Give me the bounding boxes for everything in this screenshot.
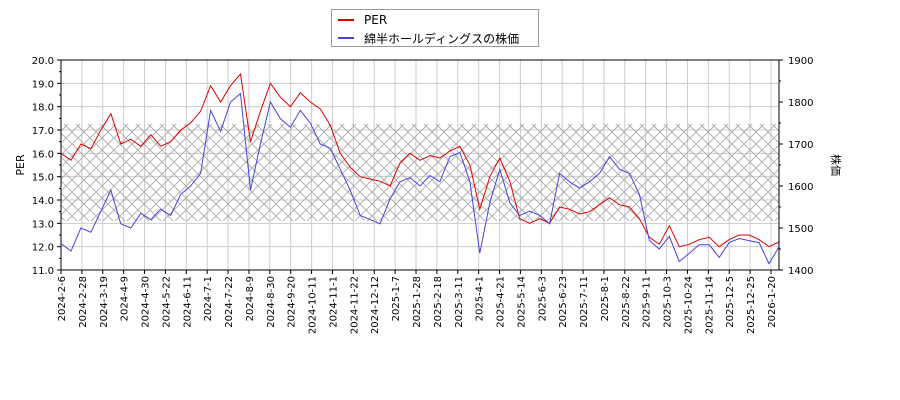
x-tick-label: 2024-8-30 — [266, 276, 277, 328]
y-tick-label-right: 1500 — [788, 224, 813, 235]
x-tick-label: 2025-8-1 — [600, 276, 611, 321]
x-tick-label: 2024-10-11 — [308, 276, 319, 334]
x-tick-label: 2025-9-11 — [642, 276, 653, 328]
y-tick-label-left: 16.0 — [32, 149, 54, 160]
y-axis-left: 11.0 12.0 13.0 14.0 15.0 16.0 17.0 18.0 19.0 20.0 — [32, 56, 61, 277]
legend-label-price: 綿半ホールディングスの株価 — [364, 31, 520, 46]
y-tick-label-left: 12.0 — [32, 243, 54, 254]
x-tick-label: 2025-1-7 — [391, 276, 402, 321]
x-tick-label: 2024-7-22 — [224, 276, 235, 328]
shaded-band — [61, 124, 779, 221]
x-tick-label: 2025-7-11 — [579, 276, 590, 328]
y-tick-label-right: 1600 — [788, 182, 813, 193]
x-tick-label: 2024-4-9 — [120, 276, 131, 321]
x-tick-label: 2024-5-22 — [161, 276, 172, 328]
x-tick-label: 2024-7-1 — [203, 276, 214, 321]
x-tick-label: 2024-8-9 — [245, 276, 256, 321]
x-tick-label: 2024-11-22 — [349, 276, 360, 334]
legend-swatch-price — [338, 37, 354, 39]
y-tick-label-right: 1800 — [788, 98, 813, 109]
x-tick-label: 2025-6-3 — [537, 276, 548, 321]
data-series — [60, 72, 780, 265]
x-tick-label: 2024-2-6 — [57, 276, 68, 321]
y-tick-label-left: 13.0 — [32, 219, 54, 230]
x-tick-label: 2024-2-28 — [78, 276, 89, 328]
x-tick-label: 2024-6-11 — [182, 276, 193, 328]
x-tick-label: 2025-3-11 — [454, 276, 465, 328]
x-axis: 2024-2-6 2024-2-28 2024-3-19 2024-4-9 2024-4… — [57, 270, 778, 334]
y-tick-label-left: 11.0 — [32, 266, 54, 277]
x-tick-label: 2025-12-5 — [725, 276, 736, 328]
x-tick-label: 2025-5-14 — [516, 276, 527, 328]
y-axis-title-right: 株価 — [829, 154, 843, 176]
x-tick-label: 2024-11-1 — [328, 276, 339, 328]
y-tick-label-left: 17.0 — [32, 126, 54, 137]
per-line — [60, 72, 780, 248]
legend-item-per: PER — [338, 12, 387, 28]
legend-item-price: 綿半ホールディングスの株価 — [338, 30, 519, 46]
y-axis-title-left: PER — [14, 154, 27, 176]
y-tick-label-left: 15.0 — [32, 173, 54, 184]
y-tick-label-left: 19.0 — [32, 79, 54, 90]
y-tick-label-right: 1400 — [788, 266, 813, 277]
y-tick-label-left: 20.0 — [32, 56, 54, 67]
x-tick-label: 2025-4-1 — [475, 276, 486, 321]
x-tick-label: 2026-1-20 — [767, 276, 778, 328]
x-tick-label: 2025-6-23 — [558, 276, 569, 328]
x-tick-label: 2025-4-21 — [496, 276, 507, 328]
price-line — [60, 92, 780, 265]
legend-label-per: PER — [364, 13, 388, 27]
y-tick-label-right: 1700 — [788, 140, 813, 151]
x-tick-label: 2025-10-24 — [683, 276, 694, 334]
x-tick-label: 2025-8-22 — [621, 276, 632, 328]
legend-swatch-per — [338, 19, 354, 21]
x-tick-label: 2024-4-30 — [141, 276, 152, 328]
y-axis-right: 1400 1500 1600 1700 1800 1900 — [779, 56, 813, 277]
x-tick-label: 2025-1-28 — [412, 276, 423, 328]
chart-legend: PER 綿半ホールディングスの株価 — [331, 9, 539, 47]
x-tick-label: 2024-12-12 — [370, 276, 381, 334]
x-tick-label: 2024-9-20 — [287, 276, 298, 328]
x-tick-label: 2025-10-3 — [663, 276, 674, 328]
y-tick-label-left: 14.0 — [32, 196, 54, 207]
x-tick-label: 2025-12-25 — [746, 276, 757, 334]
y-tick-label-left: 18.0 — [32, 103, 54, 114]
x-tick-label: 2025-2-18 — [433, 276, 444, 328]
x-tick-label: 2024-3-19 — [99, 276, 110, 328]
y-tick-label-right: 1900 — [788, 56, 813, 67]
x-tick-label: 2025-11-14 — [704, 276, 715, 334]
